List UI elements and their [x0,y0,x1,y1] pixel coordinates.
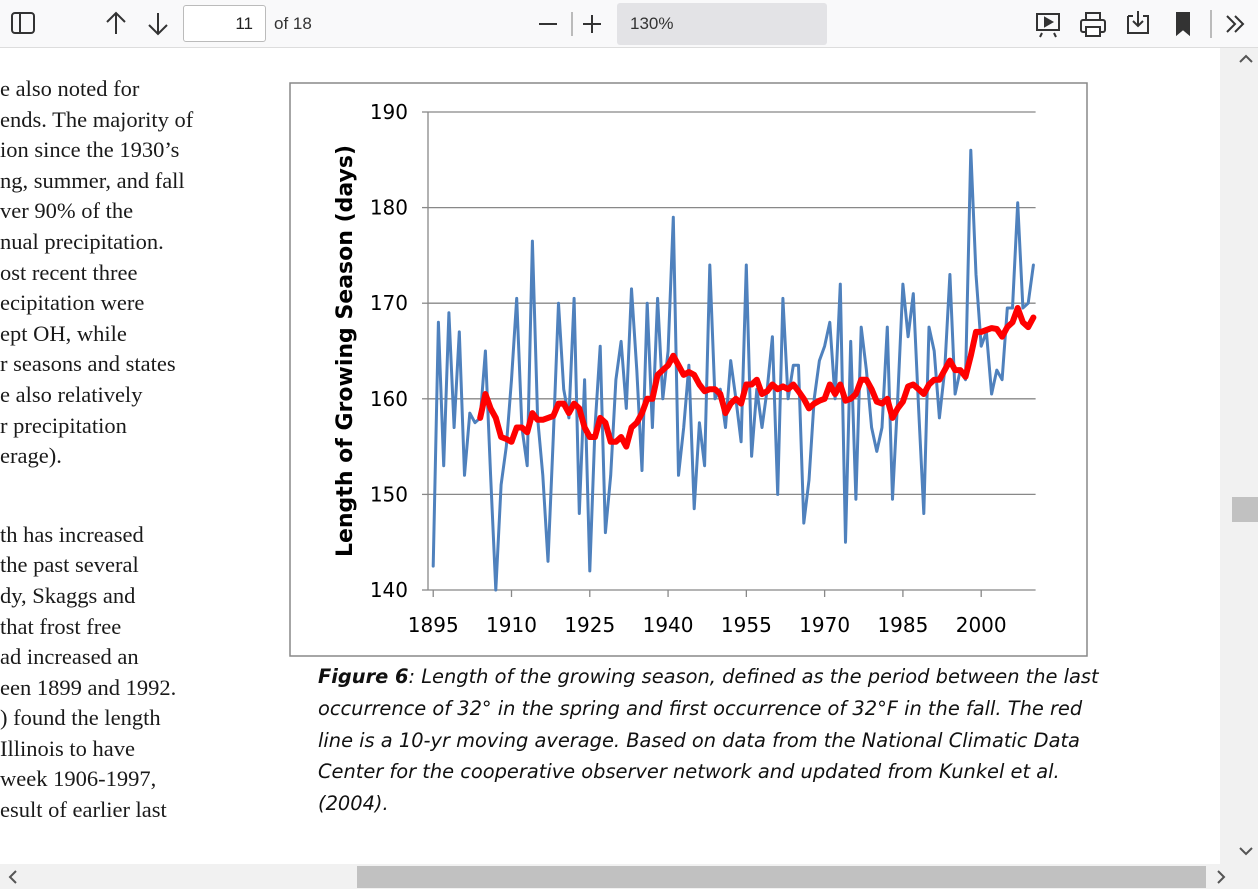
x-tick-label: 1985 [877,613,928,637]
bookmark-button[interactable] [1176,12,1190,37]
text-line: ost recent three [0,259,138,285]
series-line [431,148,1035,592]
text-line: r precipitation [0,412,127,438]
y-tick-label: 190 [370,100,408,124]
y-tick-label: 170 [370,291,408,315]
caption-label: Figure 6 [318,665,409,688]
text-line: ends. The majority of [0,106,194,132]
toolbar: 11 of 18 130% [0,0,1258,48]
x-tick-label: 1895 [408,613,459,637]
series-line [477,305,1037,450]
x-tick-label: 1970 [799,613,850,637]
text-line: r seasons and states [0,351,176,377]
y-tick-label: 140 [370,578,408,602]
text-line: erage). [0,443,62,469]
text-line: dy, Skaggs and [0,582,136,608]
text-line: esult of earlier last [0,797,167,823]
print-button[interactable] [1080,12,1106,37]
text-line: ecipitation were [0,290,145,316]
y-tick-label: 160 [370,387,408,411]
paragraph: th has increased the past several dy, Skag… [0,520,193,826]
x-tick-label: 1925 [564,613,615,637]
text-line: ept OH, while [0,320,127,346]
next-page-button[interactable] [148,13,168,36]
more-button[interactable] [1226,15,1245,33]
text-line: Illinois to have [0,735,135,761]
page-number-input[interactable]: 11 [183,5,266,42]
text-line: ) found the length [0,705,161,731]
body-text: e also noted for ends. The majority of ion… [0,74,193,826]
caption-text: : Length of the growing season, defined … [318,665,1099,816]
text-line: e also relatively [0,381,143,407]
text-line: th has increased [0,521,144,547]
zoom-select[interactable]: 130% [617,3,827,45]
figure-caption: Figure 6: Length of the growing season, … [318,661,1118,820]
text-line: ng, summer, and fall [0,167,185,193]
text-line: week 1906-1997, [0,766,157,792]
y-tick-label: 150 [370,482,408,506]
text-line: e also noted for [0,76,140,101]
text-line: ad increased an [0,644,139,670]
y-tick-label: 180 [370,196,408,220]
sidebar-button[interactable] [11,12,35,34]
text-line: nual precipitation. [0,228,164,254]
text-line: ver 90% of the [0,198,134,224]
x-tick-label: 1910 [486,613,537,637]
zoom-value: 130% [630,14,674,33]
text-line: een 1899 and 1992. [0,674,177,700]
save-button[interactable] [1127,11,1149,34]
page-count: of 18 [274,14,312,33]
x-tick-label: 1955 [721,613,772,637]
x-tick-label: 2000 [956,613,1007,637]
paragraph: e also noted for ends. The majority of ion… [0,74,193,472]
y-axis-label: Length of Growing Season (days) [333,145,358,557]
zoom-in-button[interactable] [583,15,601,33]
text-line: ion since the 1930’s [0,137,180,163]
text-line: that frost free [0,613,122,639]
present-button[interactable] [1036,13,1060,38]
prev-page-button[interactable] [106,11,126,34]
x-tick-label: 1940 [643,613,694,637]
text-line: the past several [0,552,139,578]
